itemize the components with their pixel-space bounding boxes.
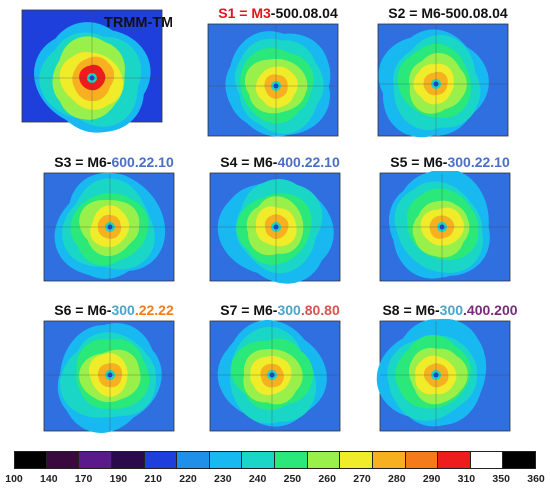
colorbar-label: 310: [457, 473, 476, 485]
title-part: .80.80: [300, 302, 340, 318]
panel-title-s3: S3 = M6-600.22.10: [34, 153, 194, 171]
s2-brightness-map: [377, 23, 509, 138]
title-part: S5 = M6-: [390, 154, 448, 170]
panel-s2: S2 = M6-500.08.04: [368, 4, 528, 144]
title-part: 300: [447, 154, 471, 170]
title-part: 300: [277, 302, 301, 318]
colorbar-segment: [14, 451, 47, 469]
colorbar-label: 140: [40, 473, 58, 485]
panel-title-tmi: TRMM-TMI: [104, 14, 172, 32]
colorbar-segment: [209, 451, 243, 469]
s7-brightness-map: [209, 320, 341, 432]
s6-brightness-map: [43, 320, 175, 433]
colorbar-label: 360: [527, 473, 545, 485]
title-part: S8 = M6-: [382, 302, 440, 318]
colorbar-label: 190: [109, 473, 128, 485]
panel-s6: S6 = M6-300.22.22: [34, 301, 194, 443]
panel-title-s6: S6 = M6-300.22.22: [34, 301, 194, 319]
title-part: S1: [218, 5, 240, 21]
panel-title-s4: S4 = M6-400.22.10: [200, 153, 360, 171]
colorbar-segment: [46, 451, 80, 469]
panel-s1: S1 = M3-500.08.04: [198, 4, 358, 144]
panel-title-s7: S7 = M6-300.80.80: [200, 301, 360, 319]
title-part: 300: [439, 302, 464, 318]
panel-s3: S3 = M6-600.22.10: [34, 153, 194, 293]
panel-title-s1: S1 = M3-500.08.04: [198, 4, 358, 22]
title-part: .22.10: [300, 154, 340, 170]
colorbar-label: 260: [318, 473, 336, 485]
panel-s7: S7 = M6-300.80.80: [200, 301, 360, 443]
title-part: 300: [111, 302, 135, 318]
s3-brightness-map: [43, 172, 175, 282]
colorbar-label: 230: [214, 473, 232, 485]
title-part: S4 = M6-: [220, 154, 278, 170]
title-part: -500.08.04: [270, 5, 338, 21]
colorbar-segment: [177, 451, 210, 469]
panel-title-s5: S5 = M6-300.22.10: [370, 153, 530, 171]
s1-brightness-map: [207, 23, 339, 137]
title-part: .22.10: [134, 154, 174, 170]
panel-s4: S4 = M6-400.22.10: [200, 153, 360, 293]
title-part: .22.10: [470, 154, 510, 170]
tmi-brightness-map: [21, 9, 163, 133]
colorbar-segment: [79, 451, 112, 469]
colorbar-segment: [111, 451, 145, 469]
title-part: 600: [111, 154, 135, 170]
colorbar-frame: [14, 451, 536, 469]
title-part: S6 = M6-: [54, 302, 112, 318]
title-part: S3 = M6-: [54, 154, 112, 170]
colorbar-segment: [405, 451, 439, 469]
panel-title-s2: S2 = M6-500.08.04: [368, 4, 528, 22]
title-part: TRMM-TMI: [104, 15, 172, 31]
s5-brightness-map: [379, 171, 511, 282]
colorbar: [14, 451, 536, 469]
colorbar-segment: [242, 451, 275, 469]
s8-brightness-map: [376, 319, 511, 432]
colorbar-segment: [470, 451, 504, 469]
title-part: 400: [277, 154, 301, 170]
colorbar-label: 280: [388, 473, 406, 485]
title-part: .400.200: [463, 302, 518, 318]
colorbar-segment: [275, 451, 308, 469]
colorbar-segment: [438, 451, 471, 469]
title-part: S2 = M6-500.08.04: [388, 5, 508, 21]
panel-s5: S5 = M6-300.22.10: [370, 153, 530, 293]
title-part: .22.22: [134, 302, 174, 318]
s4-brightness-map: [209, 172, 341, 284]
panel-tmi: TRMM-TMI: [12, 8, 172, 134]
colorbar-segment: [307, 451, 341, 469]
colorbar-label: 290: [422, 473, 441, 485]
panel-s8: S8 = M6-300.400.200: [370, 301, 530, 443]
title-part: = M3: [239, 5, 271, 21]
colorbar-label: 170: [74, 473, 93, 485]
colorbar-label: 250: [283, 473, 302, 485]
colorbar-label: 210: [144, 473, 162, 485]
panel-title-s8: S8 = M6-300.400.200: [370, 301, 530, 319]
colorbar-label: 270: [353, 473, 371, 485]
colorbar-label: 220: [179, 473, 197, 485]
colorbar-segment: [340, 451, 373, 469]
colorbar-label: 350: [492, 473, 510, 485]
colorbar-segment: [144, 451, 178, 469]
colorbar-segment: [372, 451, 406, 469]
colorbar-label: 100: [5, 473, 23, 485]
title-part: S7 = M6-: [220, 302, 278, 318]
colorbar-label: 240: [248, 473, 267, 485]
